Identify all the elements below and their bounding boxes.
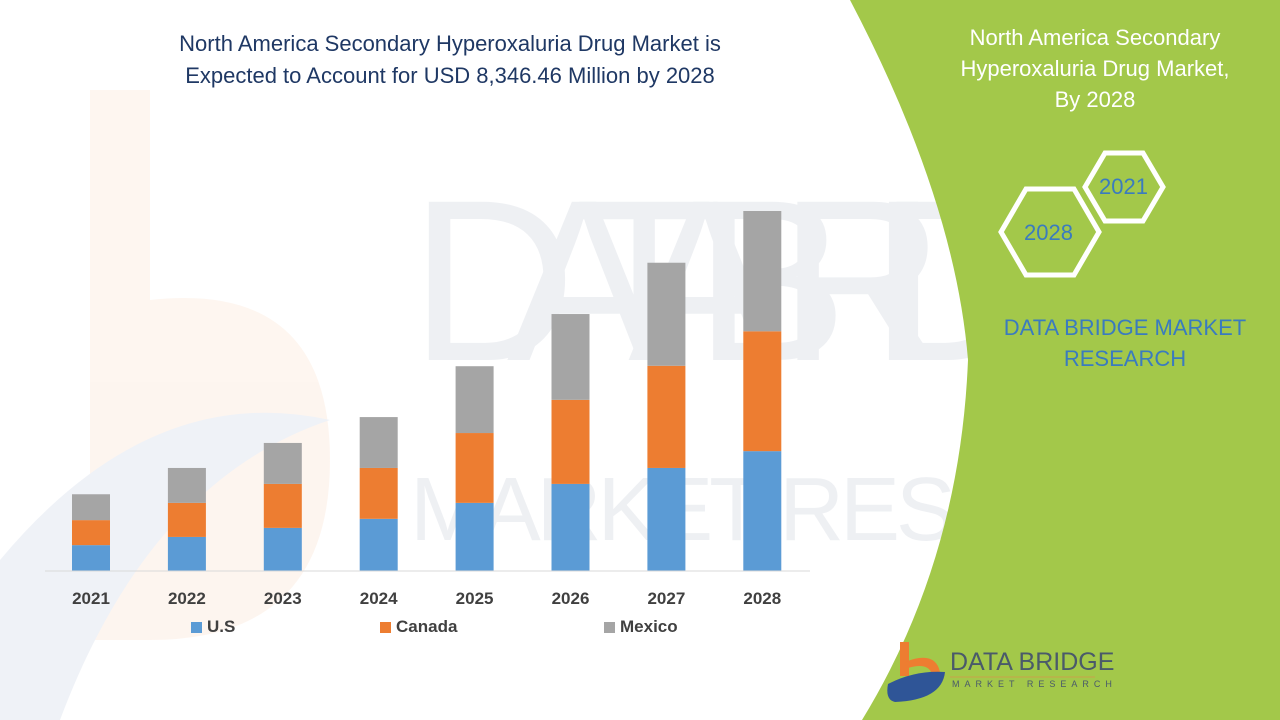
bar-canada-2027: [647, 365, 686, 468]
bar-us-2022: [167, 536, 206, 571]
bar-mexico-2025: [455, 366, 494, 434]
x-tick-2027: 2027: [647, 589, 686, 608]
legend-item-us: U.S: [191, 617, 235, 637]
bar-canada-2028: [743, 331, 782, 452]
legend-label-canada: Canada: [396, 617, 458, 636]
x-tick-2026: 2026: [551, 589, 590, 608]
side-panel: [850, 0, 1280, 720]
bar-us-2027: [647, 467, 686, 571]
bar-mexico-2028: [743, 211, 782, 332]
hex-year-2021: 2021: [1099, 174, 1148, 199]
x-tick-2025: 2025: [455, 589, 494, 608]
x-tick-2024: 2024: [359, 589, 398, 608]
hex-year-2028: 2028: [1024, 220, 1073, 245]
hexagon-2021: [1082, 150, 1166, 224]
logo-mark: [887, 642, 945, 702]
brand-line-1: DATA BRIDGE MARKET: [1003, 315, 1247, 340]
bar-us-2023: [263, 527, 302, 571]
side-title-line-2: Hyperoxaluria Drug Market,: [960, 56, 1230, 81]
legend-swatch-canada: [380, 621, 391, 633]
side-title-line-3: By 2028: [1054, 87, 1136, 112]
legend-swatch-us: [191, 621, 202, 633]
legend-label-us: U.S: [207, 617, 236, 636]
x-tick-2021: 2021: [72, 589, 110, 608]
bar-mexico-2026: [551, 314, 590, 400]
bar-us-2021: [72, 545, 110, 571]
bar-canada-2022: [167, 502, 206, 537]
chart-title-line-2: Expected to Account for USD 8,346.46 Mil…: [185, 63, 715, 88]
bar-mexico-2023: [263, 442, 302, 484]
x-tick-2023: 2023: [263, 589, 302, 608]
hexagon-2028: [998, 186, 1102, 278]
bar-us-2026: [551, 483, 590, 571]
bar-us-2028: [743, 451, 782, 571]
x-tick-2022: 2022: [167, 589, 206, 608]
legend-item-canada: Canada: [380, 617, 457, 637]
side-panel-title: North America Secondary Hyperoxaluria Dr…: [930, 22, 1260, 115]
bar-us-2024: [359, 518, 398, 571]
bar-canada-2024: [359, 467, 398, 519]
bar-canada-2021: [72, 520, 110, 546]
bar-canada-2023: [263, 483, 302, 528]
legend-swatch-mexico: [604, 621, 615, 633]
bar-mexico-2027: [647, 262, 686, 366]
legend-label-mexico: Mexico: [620, 617, 678, 636]
logo-tagline: MARKET RESEARCH: [952, 679, 1117, 689]
chart-title: North America Secondary Hyperoxaluria Dr…: [110, 28, 790, 92]
bar-mexico-2024: [359, 417, 398, 468]
bar-canada-2026: [551, 399, 590, 484]
brand-text: DATA BRIDGE MARKET RESEARCH: [985, 312, 1265, 374]
brand-line-2: RESEARCH: [1063, 346, 1187, 371]
logo-name: DATA BRIDGE: [950, 648, 1115, 676]
side-title-line-1: North America Secondary: [969, 25, 1221, 50]
bar-canada-2025: [455, 433, 494, 503]
x-tick-2028: 2028: [743, 589, 782, 608]
bar-us-2025: [455, 502, 494, 571]
plot-area: [72, 211, 782, 571]
legend-item-mexico: Mexico: [604, 617, 678, 637]
bar-mexico-2021: [72, 494, 110, 521]
bar-mexico-2022: [167, 467, 206, 503]
chart-title-line-1: North America Secondary Hyperoxaluria Dr…: [179, 31, 721, 56]
